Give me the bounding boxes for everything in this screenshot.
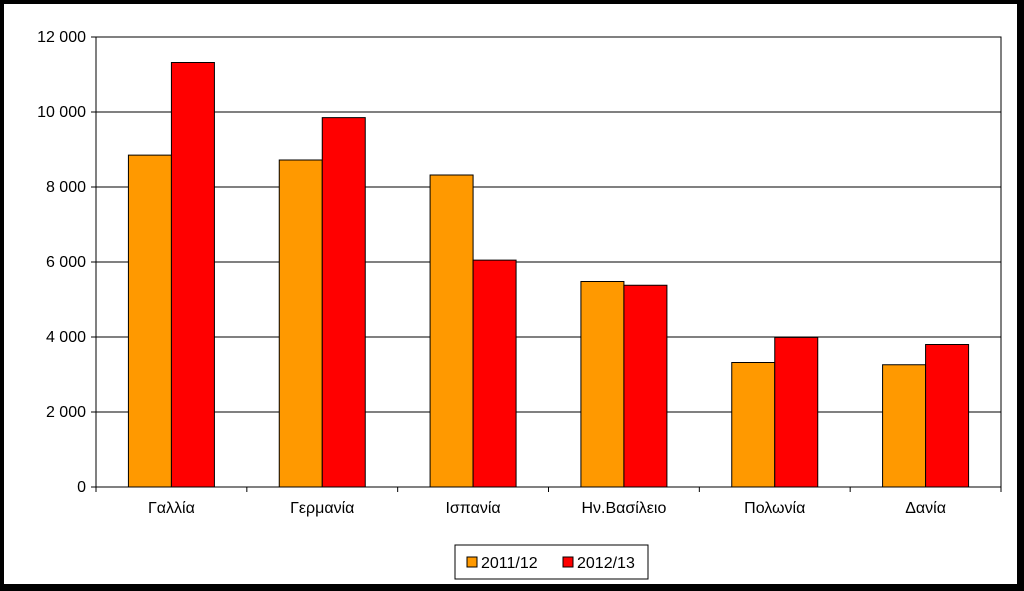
- y-tick-label: 12 000: [37, 29, 86, 46]
- bar-2011-12-2: [429, 174, 474, 488]
- legend-swatch: [562, 556, 574, 568]
- bar-2012-13-0: [170, 62, 215, 488]
- y-tick-label: 6 000: [46, 254, 86, 271]
- y-tick-label: 4 000: [46, 329, 86, 346]
- x-tick-label: Ην.Βασίλειο: [581, 500, 666, 517]
- bar-chart: 0 2 000 4 000 6 000 8 000 10 000 12 000 Γαλλία Γ…: [37, 29, 1002, 580]
- bar-2012-13-4: [774, 336, 819, 488]
- bar-2011-12-5: [882, 364, 927, 488]
- legend-swatch: [466, 556, 478, 568]
- y-tick-label: 0: [77, 479, 86, 496]
- x-tick-label: Γαλλία: [148, 500, 195, 517]
- x-tick-label: Ισπανία: [445, 500, 500, 517]
- bar-2011-12-0: [127, 154, 172, 488]
- bar-2011-12-1: [278, 159, 323, 488]
- x-tick-label: Δανία: [905, 500, 946, 517]
- bar-2012-13-2: [472, 259, 517, 488]
- bar-2012-13-3: [623, 284, 668, 488]
- bar-2012-13-5: [925, 344, 970, 488]
- x-tick-label: Πολωνία: [744, 500, 805, 517]
- legend: [454, 544, 649, 580]
- y-tick-label: 2 000: [46, 404, 86, 421]
- bar-2012-13-1: [321, 117, 366, 488]
- bar-2011-12-3: [580, 281, 625, 488]
- legend-label: 2011/12: [481, 555, 538, 572]
- bar-2011-12-4: [731, 362, 776, 488]
- legend-label: 2012/13: [577, 555, 635, 572]
- chart-frame: 0 2 000 4 000 6 000 8 000 10 000 12 000 Γαλλία Γ…: [4, 4, 1017, 584]
- y-tick-label: 10 000: [37, 104, 86, 121]
- y-tick-label: 8 000: [46, 179, 86, 196]
- x-tick-label: Γερμανία: [290, 500, 354, 517]
